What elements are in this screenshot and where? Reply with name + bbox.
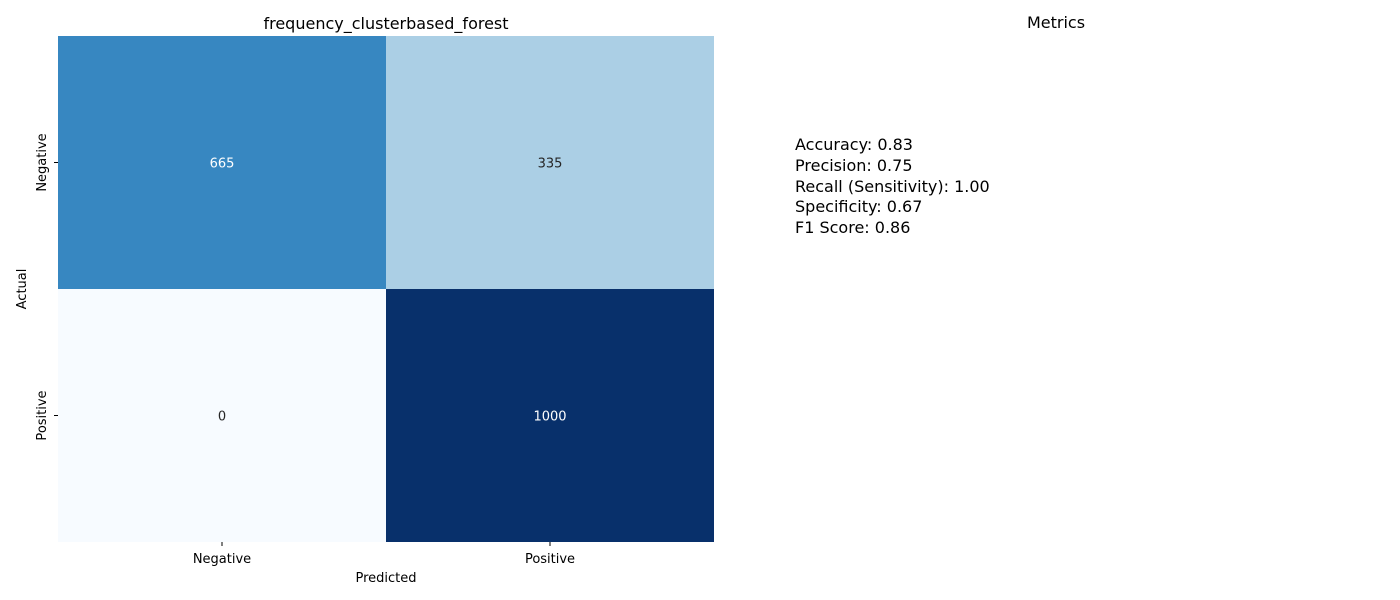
heatmap-cell-negative-negative (58, 36, 386, 289)
y-tick-label: Negative (35, 133, 50, 191)
heatmap-cells: 665 335 0 1000 (58, 36, 714, 542)
metric-accuracy: Accuracy: 0.83 (795, 135, 913, 154)
y-tick-label: Positive (35, 390, 50, 440)
metrics-panel: Metrics Accuracy: 0.83 Precision: 0.75 R… (760, 0, 1400, 600)
x-tick-label: Negative (193, 552, 251, 567)
metrics-list: Accuracy: 0.83 Precision: 0.75 Recall (S… (795, 135, 990, 239)
x-axis-label: Predicted (355, 571, 416, 586)
cell-value-label: 335 (538, 157, 563, 172)
heatmap-cell-positive-negative (58, 289, 386, 542)
metric-f1-score: F1 Score: 0.86 (795, 218, 911, 238)
metric-recall: Recall (Sensitivity): 1.00 (795, 176, 990, 196)
x-tick-label: Positive (525, 552, 575, 567)
chart-title: frequency_clusterbased_forest (263, 14, 508, 34)
y-axis-label: Actual (15, 269, 30, 310)
cell-value-label: 0 (218, 410, 226, 425)
cell-value-label: 1000 (533, 410, 566, 425)
heatmap-cell-negative-positive (386, 36, 714, 289)
confusion-matrix-chart: frequency_clusterbased_forest 665 335 0 100… (15, 14, 714, 586)
metric-precision: Precision: 0.75 (795, 155, 913, 175)
heatmap-cell-positive-positive (386, 289, 714, 542)
metrics-title: Metrics (1026, 13, 1086, 32)
axis-ticks: Negative Positive Negative Positive (35, 133, 575, 567)
cell-value-label: 665 (210, 157, 235, 172)
metric-specificity: Specificity: 0.67 (795, 197, 923, 217)
